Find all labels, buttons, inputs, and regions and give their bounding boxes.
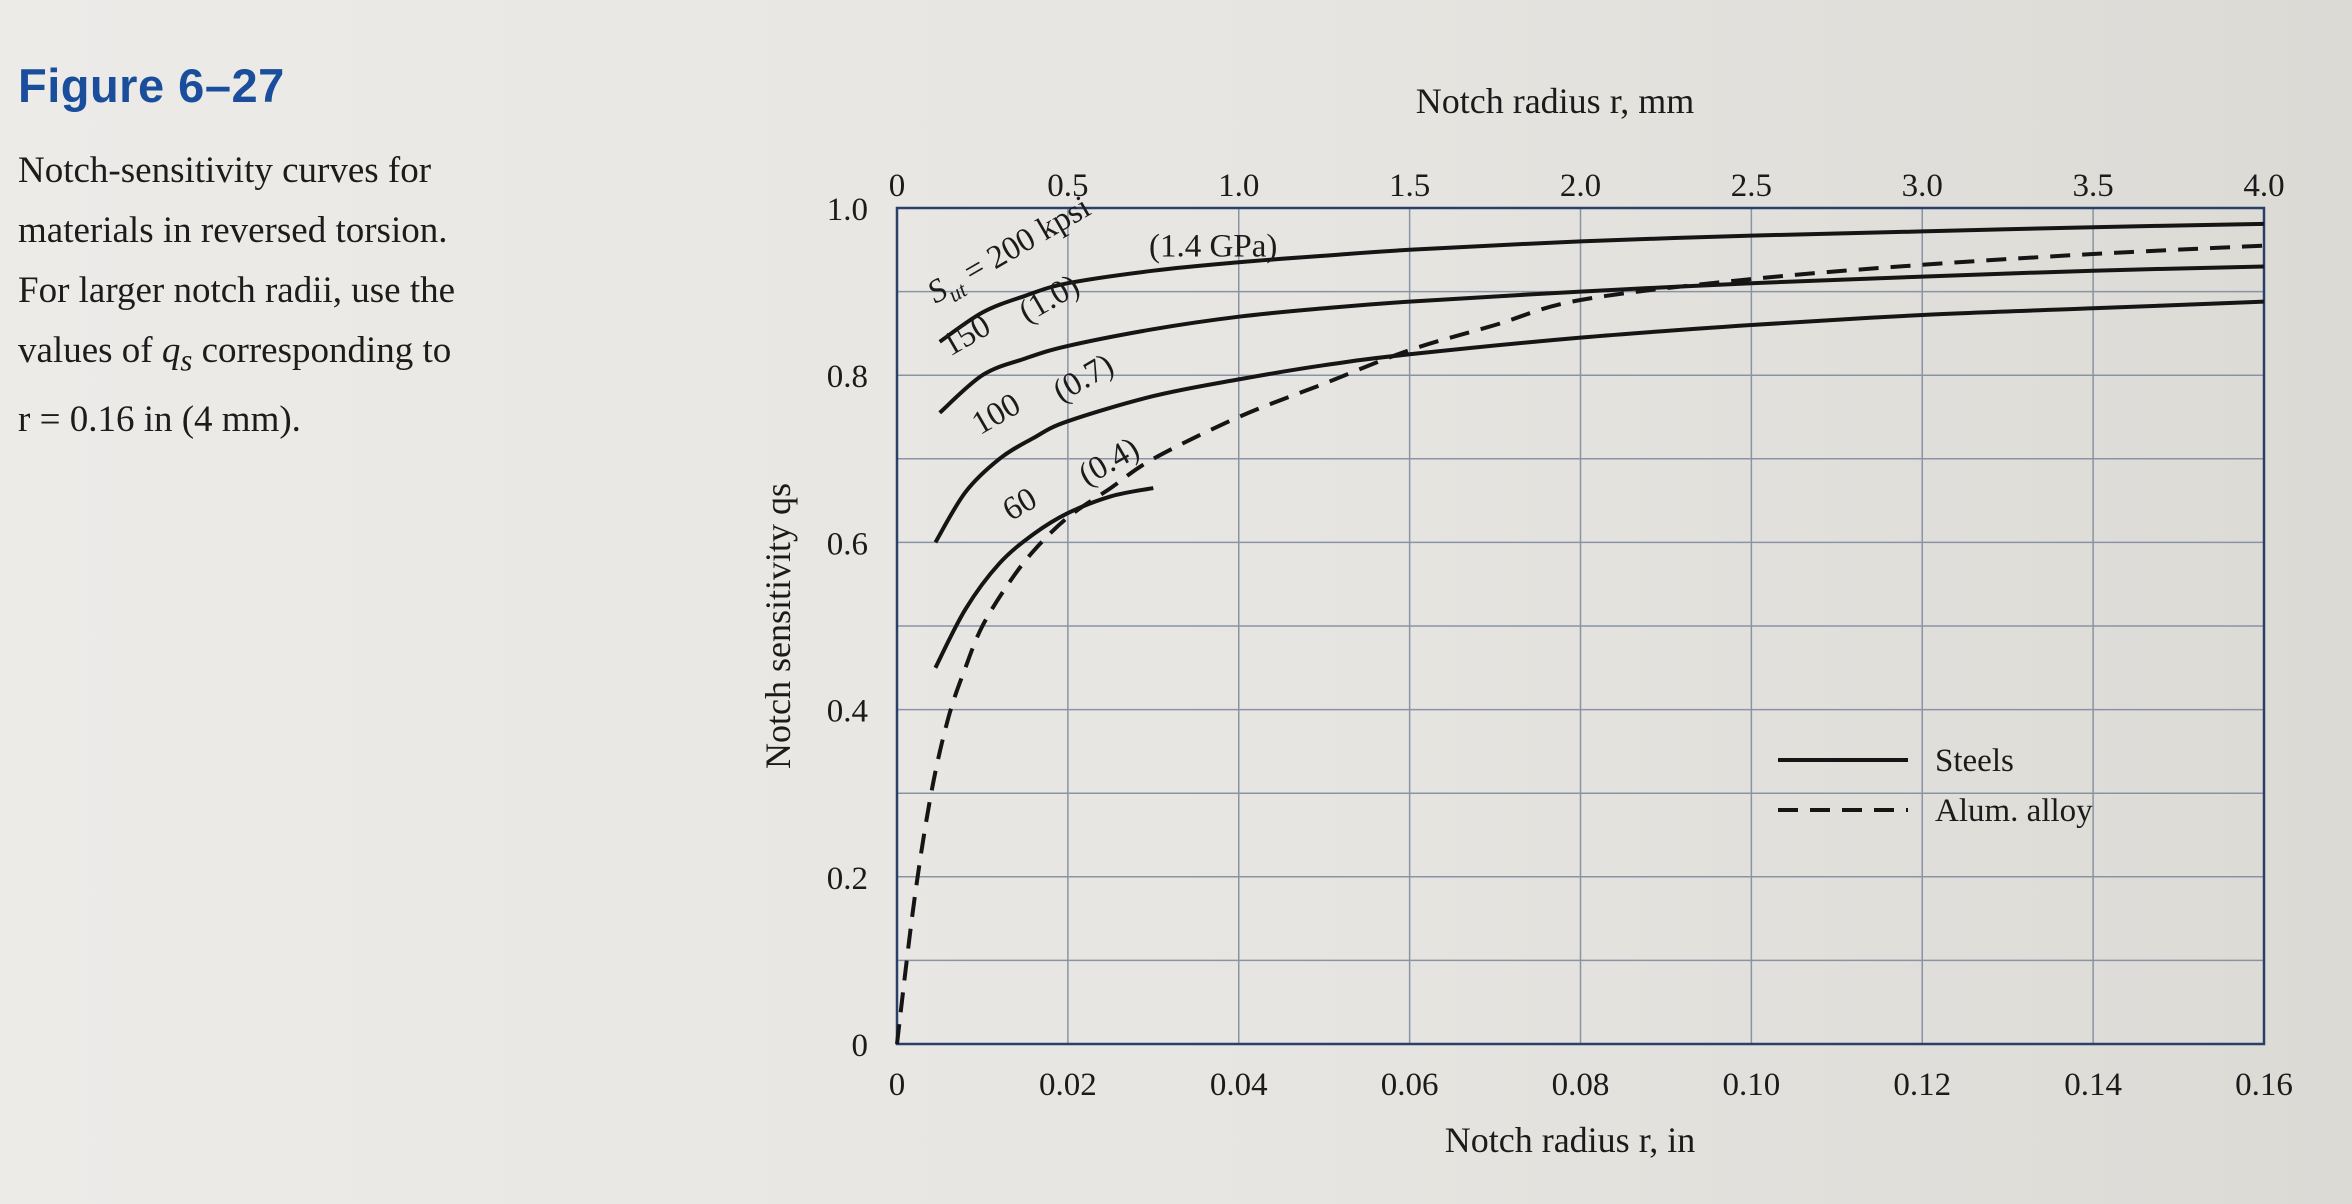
legend-label: Alum. alloy: [1935, 793, 2093, 829]
caption-line-3: For larger notch radii, use the: [18, 270, 456, 311]
top-tick-label: 3.0: [1902, 168, 1943, 204]
caption-q-subscript: s: [180, 343, 193, 378]
caption-q-symbol: q: [161, 330, 181, 371]
curve-label-100: 100: [966, 386, 1027, 442]
curve-label-150: 150: [936, 308, 997, 364]
grid: [897, 208, 2264, 1044]
caption-text: Notch-sensitivity curves for materials i…: [18, 141, 608, 450]
series-line-2: [933, 299, 2265, 544]
top-tick-label: 3.5: [2073, 168, 2114, 204]
legend-label: Steels: [1935, 743, 2014, 779]
curve-labels: Sut = 200 kpsi (1.4 GPa)150(1.0)100(0.7)6…: [921, 189, 1277, 528]
x-tick-label: 0.14: [2064, 1067, 2122, 1103]
x-tick-label: 0.08: [1552, 1067, 1610, 1103]
caption-line-4: values of qs corresponding to: [18, 321, 608, 390]
x-tick-label: 0.10: [1723, 1067, 1781, 1103]
figure-label: Figure 6–27: [18, 59, 285, 112]
x-tick-label: 0.12: [1893, 1067, 1951, 1103]
caption-line-4-post: corresponding to: [192, 330, 452, 371]
caption-line-1: Notch-sensitivity curves for: [18, 150, 432, 191]
series-line-1: [938, 264, 2265, 415]
x-tick-label: 0.06: [1381, 1067, 1439, 1103]
curve-label-0-7: (0.7): [1047, 347, 1120, 410]
y-tick-label: 0.2: [827, 861, 868, 897]
curve-label-0-4: (0.4): [1073, 431, 1146, 494]
y-tick-label: 0: [852, 1028, 869, 1064]
y-tick-label: 0.8: [827, 359, 868, 395]
y-tick-label: 0.6: [827, 526, 868, 562]
top-tick-label: 1.5: [1389, 168, 1430, 204]
top-tick-label: 0: [889, 168, 906, 204]
top-axis-title: Notch radius r, mm: [1416, 81, 1695, 121]
y-tick-label: 0.4: [827, 694, 868, 730]
x-axis-title: Notch radius r, in: [1445, 1120, 1696, 1160]
caption-line-4-pre: values of: [18, 330, 162, 371]
plot-frame: [895, 206, 2266, 1046]
top-tick-label: 2.0: [1560, 168, 1601, 204]
caption-line-2: materials in reversed torsion.: [18, 210, 448, 251]
figure-caption: Figure 6–27 Notch-sensitivity curves for…: [18, 58, 608, 450]
x-tick-label: 0: [889, 1067, 906, 1103]
top-tick-label: 0.5: [1047, 168, 1088, 204]
curve-label-60: 60: [997, 481, 1044, 529]
y-tick-label: 1.0: [827, 192, 868, 228]
curve-label-1-4-gpa: (1.4 GPa): [1149, 228, 1277, 264]
series-line-4: [895, 243, 2265, 1045]
top-tick-label: 2.5: [1731, 168, 1772, 204]
x-tick-label: 0.04: [1210, 1067, 1268, 1103]
top-tick-label: 1.0: [1218, 168, 1259, 204]
top-tick-label: 4.0: [2243, 168, 2284, 204]
series-line-3: [933, 486, 1154, 669]
curve-label-1-0: (1.0): [1013, 268, 1086, 331]
y-axis-title: Notch sensitivity qs: [758, 483, 798, 769]
tick-labels: 0 0.02 0.04 0.06 0.08 0.10 0.12 0.14 0.16 0 0.5 1.0…: [827, 168, 2293, 1103]
caption-line-5: r = 0.16 in (4 mm).: [18, 399, 301, 441]
x-tick-label: 0.02: [1039, 1067, 1097, 1103]
legend: Steels Alum. alloy: [1778, 743, 2093, 829]
x-tick-label: 0.16: [2235, 1067, 2293, 1103]
series-line-0: [938, 221, 2265, 344]
curves: [895, 221, 2265, 1045]
